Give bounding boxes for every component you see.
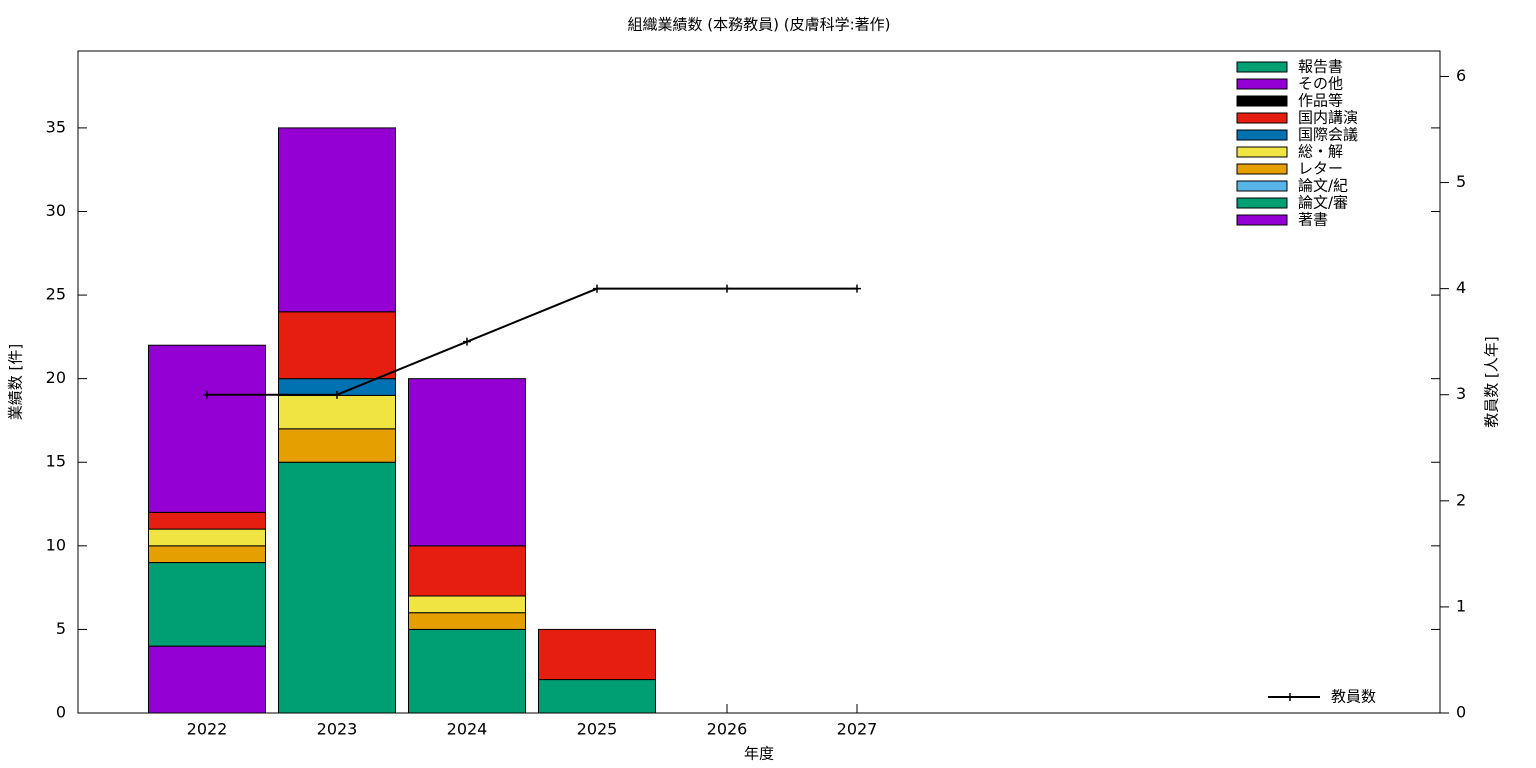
legend-label: レター	[1298, 160, 1343, 178]
y2-tick-label: 0	[1456, 703, 1466, 722]
line-marker	[203, 390, 211, 399]
line-marker	[333, 390, 341, 399]
bar-segment	[148, 511, 266, 530]
bar-segment	[148, 562, 266, 647]
bar-segment	[408, 545, 526, 597]
y-tick-label: 10	[46, 535, 66, 554]
bar-segment	[148, 528, 266, 547]
y2-tick-label: 4	[1456, 278, 1466, 297]
plot-border	[77, 50, 1441, 714]
x-tick-label: 2027	[837, 720, 878, 739]
x-tick-label: 2026	[707, 720, 748, 739]
y-tick-label: 25	[46, 285, 66, 304]
bar-segment	[278, 428, 396, 463]
x-tick-label: 2022	[187, 720, 228, 739]
y-tick-label: 0	[56, 703, 66, 722]
bar-segment	[538, 679, 656, 714]
legend-label: その他	[1298, 75, 1343, 93]
legend-swatch	[1236, 214, 1288, 226]
y-tick-label: 35	[46, 117, 66, 136]
legend-swatch	[1236, 112, 1288, 124]
legend-swatch	[1236, 129, 1288, 141]
legend-swatch	[1236, 146, 1288, 158]
line-marker	[463, 337, 471, 346]
x-axis-label: 年度	[744, 745, 774, 763]
bar-segment	[408, 628, 526, 714]
y2-tick-label: 3	[1456, 384, 1466, 403]
y-tick-label: 15	[46, 452, 66, 471]
legend-label: 論文/審	[1298, 194, 1348, 212]
legend-swatch	[1236, 78, 1288, 90]
line-series	[207, 287, 857, 396]
y-tick-label: 20	[46, 368, 66, 387]
bar-segment	[278, 394, 396, 430]
legend-label: 著書	[1298, 211, 1328, 229]
legend-swatch	[1236, 61, 1288, 73]
y-tick-label: 5	[56, 619, 66, 638]
legend-swatch	[1236, 95, 1288, 107]
legend-label: 報告書	[1298, 58, 1343, 76]
bar-segment	[538, 628, 656, 681]
bar-segment	[278, 311, 396, 380]
x-tick-label: 2025	[577, 720, 618, 739]
legend-swatch	[1236, 180, 1288, 192]
y-axis-label: 業績数 [件]	[7, 344, 25, 420]
legend-label: 国内講演	[1298, 109, 1358, 127]
bar-segment	[148, 545, 266, 564]
y2-tick-label: 5	[1456, 172, 1466, 191]
legend-label: 国際会議	[1298, 126, 1358, 144]
y2-tick-label: 2	[1456, 490, 1466, 509]
legend-swatch	[1236, 197, 1288, 209]
y2-tick-label: 6	[1456, 66, 1466, 85]
line-marker	[723, 284, 731, 293]
bar-segment	[278, 461, 396, 714]
x-tick-label: 2023	[317, 720, 358, 739]
legend-label: 作品等	[1298, 92, 1343, 110]
line-marker	[593, 284, 601, 293]
bar-segment	[148, 344, 266, 513]
chart-title: 組織業績数 (本務教員) (皮膚科学:著作)	[628, 16, 891, 34]
legend-label: 教員数	[1331, 688, 1376, 706]
legend-label: 論文/紀	[1298, 177, 1348, 195]
y2-tick-label: 1	[1456, 596, 1466, 615]
bar-segment	[148, 645, 266, 714]
bar-segment	[408, 595, 526, 614]
y-tick-label: 30	[46, 201, 66, 220]
y2-axis-label: 教員数 [人年]	[1483, 336, 1501, 427]
line-marker	[853, 284, 861, 293]
bar-segment	[408, 378, 526, 547]
legend-swatch	[1236, 163, 1288, 175]
x-tick-label: 2024	[447, 720, 488, 739]
bar-segment	[278, 127, 396, 313]
bar-segment	[408, 612, 526, 630]
legend-label: 総・解	[1298, 143, 1343, 161]
